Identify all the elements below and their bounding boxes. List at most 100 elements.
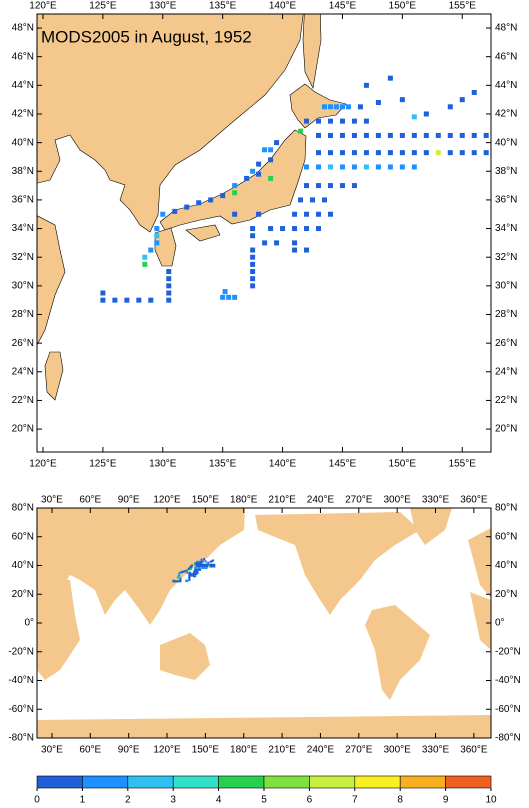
observation-cell (199, 563, 202, 566)
lat-tick-label: 30°N (12, 280, 34, 291)
observation-cell (154, 226, 160, 232)
lon-tick-label: 330°E (422, 495, 450, 506)
lon-tick-label: 270°E (345, 495, 373, 506)
observation-cell (201, 563, 204, 566)
bottom-map-observations (172, 558, 216, 583)
observation-cell (459, 132, 465, 138)
observation-cell (190, 568, 193, 571)
lon-tick-label: 180°E (230, 745, 258, 756)
lon-tick-label: 120°E (153, 745, 181, 756)
land (410, 508, 452, 545)
land (302, 14, 322, 89)
colorbar-label: 3 (170, 795, 176, 806)
observation-cell (166, 269, 172, 275)
observation-cell (327, 104, 333, 110)
observation-cell (351, 118, 357, 124)
observation-cell (321, 104, 327, 110)
colorbar-label: 8 (397, 795, 403, 806)
observation-cell (250, 269, 256, 275)
land (37, 508, 245, 625)
observation-cell (292, 247, 298, 253)
land (185, 224, 221, 242)
observation-cell (182, 570, 185, 573)
lat-tick-label: 40°N (495, 560, 517, 571)
colorbar-bin (354, 775, 401, 789)
colorbar-bin (82, 775, 129, 789)
observation-cell (363, 150, 369, 156)
observation-cell (327, 164, 333, 170)
observation-cell (185, 569, 188, 572)
observation-cell (199, 562, 202, 565)
lat-tick-label: -60°N (8, 704, 34, 715)
observation-cell (203, 558, 206, 561)
observation-cell (339, 183, 345, 189)
observation-cell (351, 132, 357, 138)
observation-cell (148, 247, 154, 253)
observation-cell (200, 566, 203, 569)
observation-cell (203, 563, 206, 566)
observation-cell (244, 175, 250, 181)
observation-cell (459, 97, 465, 103)
land (470, 592, 491, 650)
observation-cell (250, 261, 256, 267)
observation-cell (316, 226, 322, 232)
observation-cell (186, 571, 189, 574)
observation-cell (483, 132, 489, 138)
lon-tick-label: 60°E (79, 745, 101, 756)
observation-cell (226, 294, 232, 300)
observation-cell (212, 559, 215, 562)
observation-cell (172, 579, 175, 582)
observation-cell (447, 150, 453, 156)
observation-cell (197, 568, 200, 571)
lon-tick-label: 140°E (269, 459, 297, 470)
observation-cell (212, 565, 215, 568)
lon-tick-label: 270°E (345, 745, 373, 756)
lon-tick-label: 210°E (268, 745, 296, 756)
observation-cell (212, 563, 215, 566)
observation-cell (196, 200, 202, 206)
observation-cell (363, 82, 369, 88)
observation-cell (189, 566, 192, 569)
observation-cell (166, 283, 172, 289)
lat-tick-label: -60°N (495, 704, 521, 715)
observation-cell (200, 558, 203, 561)
observation-cell (176, 580, 179, 583)
lat-tick-label: -20°N (8, 646, 34, 657)
observation-cell (327, 150, 333, 156)
observation-cell (196, 563, 199, 566)
observation-cell (142, 254, 148, 260)
observation-cell (316, 211, 322, 217)
observation-cell (268, 147, 274, 153)
observation-cell (210, 560, 213, 563)
lon-tick-label: 155°E (449, 459, 477, 470)
lon-tick-label: 155°E (449, 1, 477, 12)
observation-cell (274, 240, 280, 246)
observation-cell (166, 290, 172, 296)
observation-cell (194, 575, 197, 578)
observation-cell (471, 150, 477, 156)
observation-cell (387, 75, 393, 81)
observation-cell (471, 132, 477, 138)
observation-cell (194, 566, 197, 569)
observation-cell (250, 283, 256, 289)
lat-tick-label: 34°N (12, 223, 34, 234)
land (255, 512, 420, 615)
observation-cell (197, 566, 200, 569)
observation-cell (194, 568, 197, 571)
observation-cell (387, 132, 393, 138)
observation-cell (201, 565, 204, 568)
observation-cell (220, 193, 226, 199)
observation-cell (250, 226, 256, 232)
lon-tick-label: 240°E (307, 495, 335, 506)
observation-cell (189, 567, 192, 570)
observation-cell (148, 297, 154, 303)
observation-cell (316, 132, 322, 138)
lon-tick-label: 300°E (383, 495, 411, 506)
observation-cell (199, 560, 202, 563)
lat-tick-label: 20°N (12, 589, 34, 600)
lat-tick-label: 48°N (495, 23, 517, 34)
observation-cell (197, 562, 200, 565)
observation-cell (160, 211, 166, 217)
colorbar-label: 4 (216, 795, 222, 806)
observation-cell (185, 579, 188, 582)
